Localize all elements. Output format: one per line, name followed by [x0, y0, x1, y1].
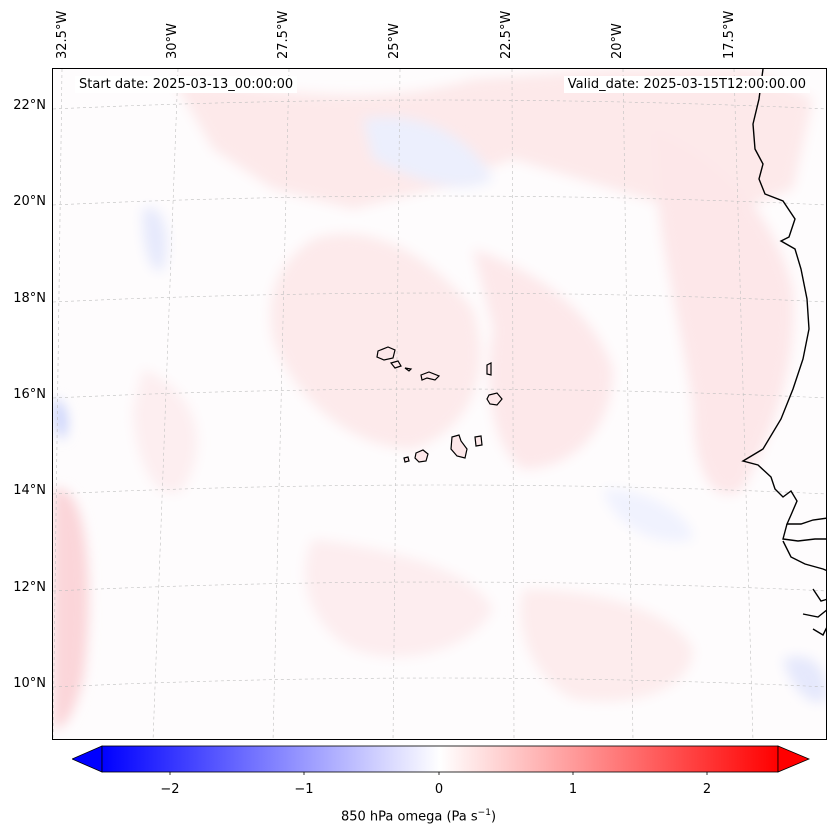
- colorbar-label-text: 850 hPa omega (Pa s: [340, 809, 478, 825]
- lon-label-20w: 20°W: [610, 23, 625, 59]
- lon-label-30w: 30°W: [165, 23, 180, 59]
- lon-label-27-5w: 27.5°W: [276, 10, 291, 59]
- colorbar-label: 850 hPa omega (Pa s−1): [0, 808, 837, 824]
- lon-label-25w: 25°W: [387, 23, 402, 59]
- lon-label-17-5w: 17.5°W: [722, 10, 737, 59]
- island-maio: [474, 435, 483, 447]
- island-santiago: [450, 434, 468, 459]
- lon-label-32-5w: 32.5°W: [55, 10, 70, 59]
- island-sao-nicolau: [420, 371, 441, 381]
- colorbar-tick-2: 2: [702, 782, 712, 797]
- island-sao-vicente: [389, 360, 402, 369]
- colorbar-tick-neg1: −1: [294, 782, 314, 797]
- lon-label-22-5w: 22.5°W: [499, 10, 514, 59]
- colorbar: [72, 745, 810, 775]
- lat-label-16n: 16°N: [13, 387, 46, 402]
- colorbar-label-suffix: ): [490, 809, 497, 825]
- colorbar-bar: [101, 745, 779, 773]
- lat-label-18n: 18°N: [13, 291, 46, 306]
- omega-negative-patches: [53, 117, 826, 703]
- valid-date-label: Valid_date: 2025-03-15T12:00:00.00: [563, 76, 810, 93]
- lat-label-12n: 12°N: [13, 580, 46, 595]
- cape-verde-islands: [376, 346, 503, 463]
- island-fogo: [414, 449, 429, 463]
- colorbar-max-extend: [777, 745, 810, 773]
- lat-label-14n: 14°N: [13, 483, 46, 498]
- colorbar-tick-0: 0: [434, 782, 444, 797]
- colorbar-tick-1: 1: [568, 782, 578, 797]
- map-panel[interactable]: [52, 68, 827, 740]
- graticule: [53, 69, 826, 739]
- omega-positive-patches: [53, 69, 813, 729]
- island-santo-antao: [376, 346, 396, 361]
- lat-label-10n: 10°N: [13, 676, 46, 691]
- start-date-label: Start date: 2025-03-13_00:00:00: [75, 76, 298, 93]
- lat-label-20n: 20°N: [13, 194, 46, 209]
- colorbar-tick-neg2: −2: [160, 782, 180, 797]
- colorbar-min-extend: [72, 745, 103, 773]
- lat-label-22n: 22°N: [13, 98, 46, 113]
- island-brava: [403, 456, 410, 463]
- africa-coastline: [741, 69, 826, 636]
- island-boa-vista: [486, 392, 503, 406]
- island-santa-luzia: [404, 367, 413, 372]
- island-sal: [486, 362, 492, 376]
- map-canvas: [53, 69, 826, 739]
- colorbar-label-exponent: −1: [477, 808, 491, 818]
